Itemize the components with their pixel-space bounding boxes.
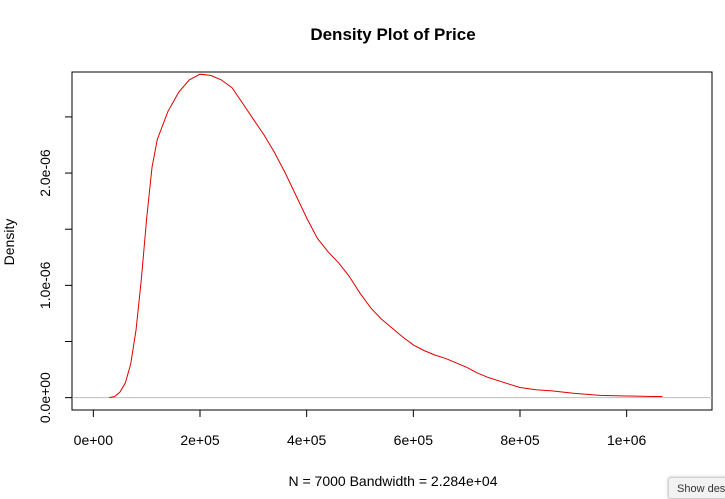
y-axis-label: Density — [1, 219, 17, 266]
y-tick-label: 2.0e-06 — [37, 149, 53, 197]
y-tick-label: 1.0e-06 — [37, 261, 53, 309]
x-tick-label: 0e+00 — [74, 432, 114, 448]
x-tick-label: 4e+05 — [287, 432, 327, 448]
x-axis: 0e+00 2e+05 4e+05 6e+05 8e+05 1e+06 — [74, 409, 647, 448]
plot-frame — [71, 71, 713, 411]
y-axis: 0.0e+00 1.0e-06 2.0e-06 — [37, 116, 73, 423]
x-tick-label: 6e+05 — [394, 432, 434, 448]
x-tick-label: 8e+05 — [500, 432, 540, 448]
x-tick-label: 1e+06 — [607, 432, 647, 448]
show-description-button[interactable]: Show des — [668, 477, 725, 499]
y-tick-label: 0.0e+00 — [37, 372, 53, 423]
density-curve — [109, 73, 663, 399]
x-axis-label: N = 7000 Bandwidth = 2.284e+04 — [288, 473, 497, 489]
chart-title: Density Plot of Price — [310, 25, 475, 44]
x-tick-label: 2e+05 — [180, 432, 220, 448]
